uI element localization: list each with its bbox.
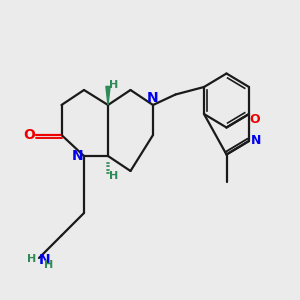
Text: O: O bbox=[249, 113, 260, 126]
Polygon shape bbox=[106, 86, 110, 105]
Text: N: N bbox=[72, 149, 83, 163]
Text: N: N bbox=[250, 134, 261, 148]
Text: H: H bbox=[109, 80, 118, 90]
Text: N: N bbox=[38, 253, 50, 266]
Text: O: O bbox=[23, 128, 35, 142]
Text: H: H bbox=[44, 260, 53, 270]
Text: N: N bbox=[147, 92, 159, 105]
Text: H: H bbox=[109, 171, 118, 181]
Text: H: H bbox=[27, 254, 36, 265]
